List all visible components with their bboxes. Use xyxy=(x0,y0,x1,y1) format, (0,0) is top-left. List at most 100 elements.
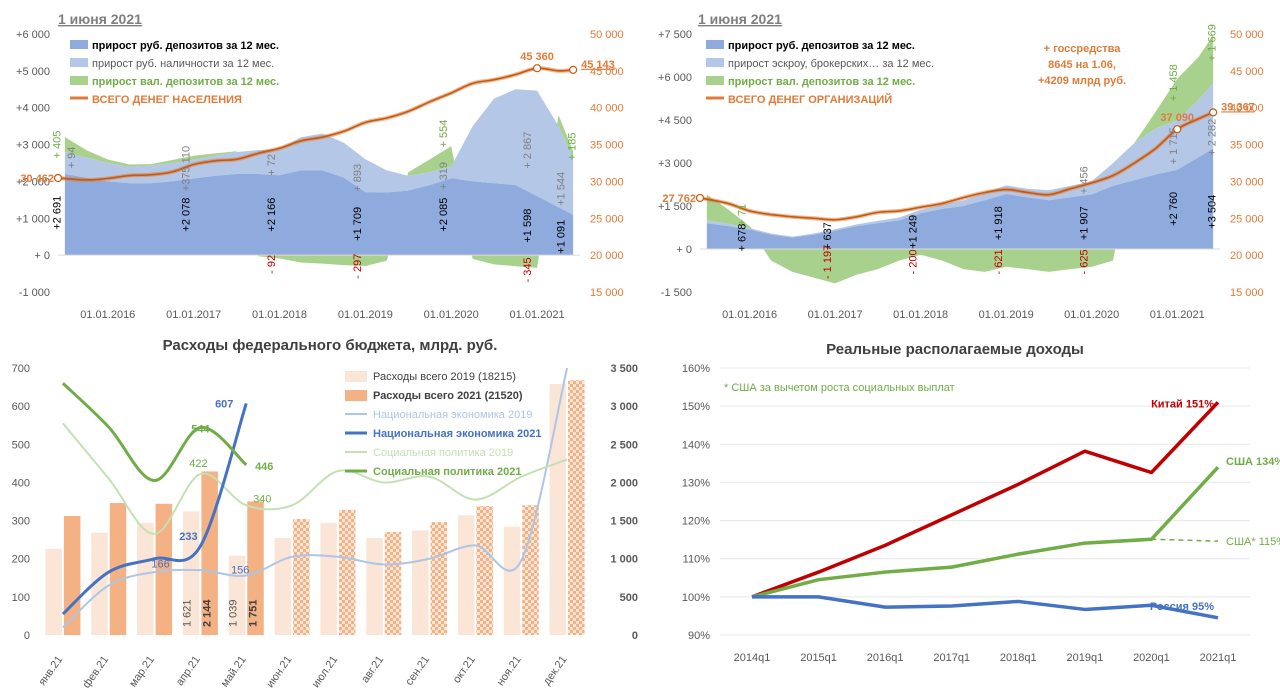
y-left-tick-label: -1 500 xyxy=(661,287,692,299)
y-right-tick-label: 25 000 xyxy=(1230,213,1264,225)
x-tick-label: 2019q1 xyxy=(1066,652,1103,664)
bar-expenses-2021 xyxy=(155,503,173,635)
total-value-marker xyxy=(53,173,63,183)
x-tick-label: 2018q1 xyxy=(1000,652,1037,664)
legend-swatch xyxy=(70,40,88,49)
data-label: +1 544 xyxy=(556,172,568,206)
legend-label: прирост руб. наличности за 12 мес. xyxy=(92,58,274,70)
y-right-tick-label: 25 000 xyxy=(590,213,624,225)
rub-deposits-area xyxy=(706,148,1214,249)
y-right-tick-label: 35 000 xyxy=(1230,140,1264,152)
y-left-tick-label: 700 xyxy=(12,363,30,375)
legend-swatch xyxy=(706,58,724,67)
x-tick-label: мар.21 xyxy=(127,654,157,690)
y-left-tick-label: 300 xyxy=(12,516,30,528)
bar-expenses-2019 xyxy=(503,526,521,635)
y-tick-label: 90% xyxy=(688,630,710,642)
data-label: + 2 867 xyxy=(522,132,534,169)
bar-expenses-2019 xyxy=(320,522,337,635)
legend-swatch xyxy=(706,76,724,85)
total-value-marker xyxy=(1173,125,1182,134)
y-left-tick-label: 500 xyxy=(12,439,30,451)
y-right-tick-label: 15 000 xyxy=(1230,287,1264,299)
data-label: - 1 197 xyxy=(822,245,834,279)
x-tick-label: ноя.21 xyxy=(495,654,524,688)
total-value-marker xyxy=(569,65,578,74)
data-label: - 92 xyxy=(266,255,278,274)
y-right-tick-label: 45 000 xyxy=(1230,66,1264,78)
x-tick-label: сен.21 xyxy=(403,654,432,688)
data-label: + 1 669 xyxy=(1207,24,1219,61)
bar-expenses-2021 xyxy=(63,515,81,635)
y-left-tick-label: +4 500 xyxy=(658,115,692,127)
x-tick-label: авг.21 xyxy=(359,654,386,685)
budget-expenses-svg: Расходы федерального бюджета, млрд. руб.… xyxy=(12,337,638,690)
data-label: + 185 xyxy=(567,132,579,160)
population-money-svg: 1 июня 2021 -1 000 + 0 +1 000 +2 000 +3 000 +4… xyxy=(16,11,624,321)
y-tick-label: 100% xyxy=(682,592,710,604)
x-tick-label: 01.01.2016 xyxy=(80,309,135,321)
total-value-label: 37 090 xyxy=(1160,112,1194,124)
legend-label: прирост руб. депозитов за 12 мес. xyxy=(92,40,279,52)
x-tick-label: 01.01.2018 xyxy=(893,309,948,321)
data-label: + 71 xyxy=(736,204,748,226)
legend-label: Социальная политика 2019 xyxy=(373,447,513,459)
bar-expenses-2019 xyxy=(274,538,292,635)
x-tick-label: апр.21 xyxy=(174,654,203,688)
y-right-tick-label: 50 000 xyxy=(1230,29,1264,41)
data-label: - 200 xyxy=(907,249,919,274)
legend-label: Национальная экономика 2019 xyxy=(373,409,532,421)
bar-expenses-2019 xyxy=(137,522,154,635)
note-line: + госсредства xyxy=(1044,43,1122,55)
legend-label: ВСЕГО ДЕНЕГ НАСЕЛЕНИЯ xyxy=(92,94,242,106)
x-tick-label: 01.01.2021 xyxy=(1150,309,1205,321)
y-left-tick-label: +6 000 xyxy=(658,72,692,84)
data-label: +1 598 xyxy=(522,209,534,243)
china-line xyxy=(751,401,1220,599)
nat-econ-2021-line xyxy=(61,403,248,616)
y-right-tick-label: 3 500 xyxy=(610,363,638,375)
data-label: 1 751 xyxy=(247,599,259,627)
total-value-marker xyxy=(695,193,705,203)
y-left-tick-label: +3 000 xyxy=(16,140,50,152)
data-label: 166 xyxy=(151,559,169,571)
data-label: - 621 xyxy=(993,249,1005,274)
russia-label: Россия 95% xyxy=(1150,601,1214,613)
y-right-tick-label: 2 000 xyxy=(610,477,638,489)
x-tick-label: июл.21 xyxy=(310,654,340,690)
bar-expenses-2019 xyxy=(549,384,567,635)
x-tick-label: 01.01.2017 xyxy=(166,309,221,321)
data-label: +2 078 xyxy=(180,198,192,232)
y-tick-label: 110% xyxy=(683,554,711,566)
x-tick-label: 01.01.2017 xyxy=(808,309,863,321)
bar-expenses-2019 xyxy=(412,530,429,635)
y-right-tick-label: 1 500 xyxy=(610,516,638,528)
china-label: Китай 151% xyxy=(1151,398,1214,410)
data-label: +2 760 xyxy=(1168,192,1180,226)
data-label: 1 621 xyxy=(181,599,193,627)
x-tick-label: июн.21 xyxy=(264,654,294,690)
total-value-label: 30 462 xyxy=(20,173,54,185)
y-right-tick-label: 3 000 xyxy=(610,401,638,413)
data-label: +1 249 xyxy=(907,215,919,249)
data-label: + 893 xyxy=(352,164,364,192)
bar-expenses-2019 xyxy=(45,548,62,635)
y-tick-label: 140% xyxy=(682,439,710,451)
data-label: + 319 xyxy=(438,162,450,190)
total-value-label: 45 360 xyxy=(520,51,554,63)
data-label: + 637 xyxy=(822,222,834,250)
x-tick-label: май.21 xyxy=(219,654,249,690)
data-label: 233 xyxy=(179,531,197,543)
budget-expenses-chart: Расходы федерального бюджета, млрд. руб.… xyxy=(0,330,640,695)
data-label: 446 xyxy=(255,461,273,473)
social-2019-line xyxy=(62,422,568,535)
y-right-tick-label: 45 000 xyxy=(590,66,624,78)
series-2-area xyxy=(64,89,574,215)
data-label: 422 xyxy=(189,458,207,470)
legend-swatch xyxy=(345,371,367,382)
rub-deposits-area xyxy=(64,170,574,256)
x-tick-label: окт.21 xyxy=(451,654,478,686)
bar-expenses-2021-forecast xyxy=(430,522,448,635)
chart-title: Реальные располагаемые доходы xyxy=(826,341,1084,358)
usa-line xyxy=(751,465,1220,599)
